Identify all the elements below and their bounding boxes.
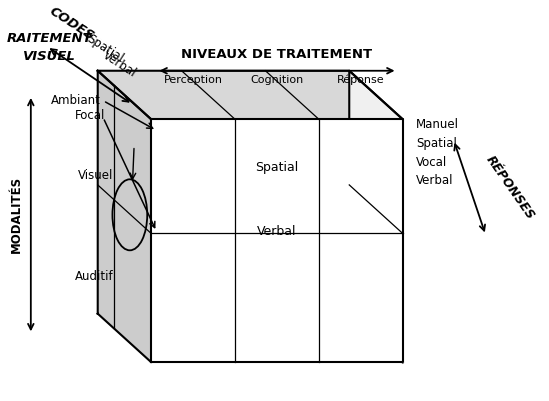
Text: RÉPONSES: RÉPONSES [483, 153, 536, 222]
Polygon shape [98, 71, 151, 362]
Text: NIVEAUX DE TRAITEMENT: NIVEAUX DE TRAITEMENT [181, 49, 373, 61]
Text: Spatial: Spatial [255, 162, 299, 174]
Text: Cognition: Cognition [250, 75, 304, 85]
Text: CODES: CODES [47, 4, 96, 43]
Text: Spatial: Spatial [416, 137, 457, 150]
Polygon shape [98, 71, 403, 119]
Text: Verbal: Verbal [416, 174, 453, 188]
Text: MODALITÉS: MODALITÉS [10, 176, 23, 253]
Text: Auditif: Auditif [75, 270, 114, 283]
Text: Visuel: Visuel [79, 169, 114, 182]
Text: Réponse: Réponse [337, 75, 385, 85]
Text: Verbal: Verbal [100, 49, 139, 80]
Text: RAITEMENT: RAITEMENT [7, 32, 92, 45]
Text: VISUEL: VISUEL [23, 50, 76, 63]
Text: Ambiant: Ambiant [51, 94, 100, 107]
Text: Manuel: Manuel [416, 118, 459, 132]
Polygon shape [151, 119, 403, 362]
Text: Spatial: Spatial [85, 32, 126, 65]
Text: Vocal: Vocal [416, 156, 447, 169]
Text: Focal: Focal [75, 109, 106, 122]
Polygon shape [349, 71, 403, 362]
Text: Perception: Perception [164, 75, 223, 85]
Text: Verbal: Verbal [257, 225, 297, 237]
